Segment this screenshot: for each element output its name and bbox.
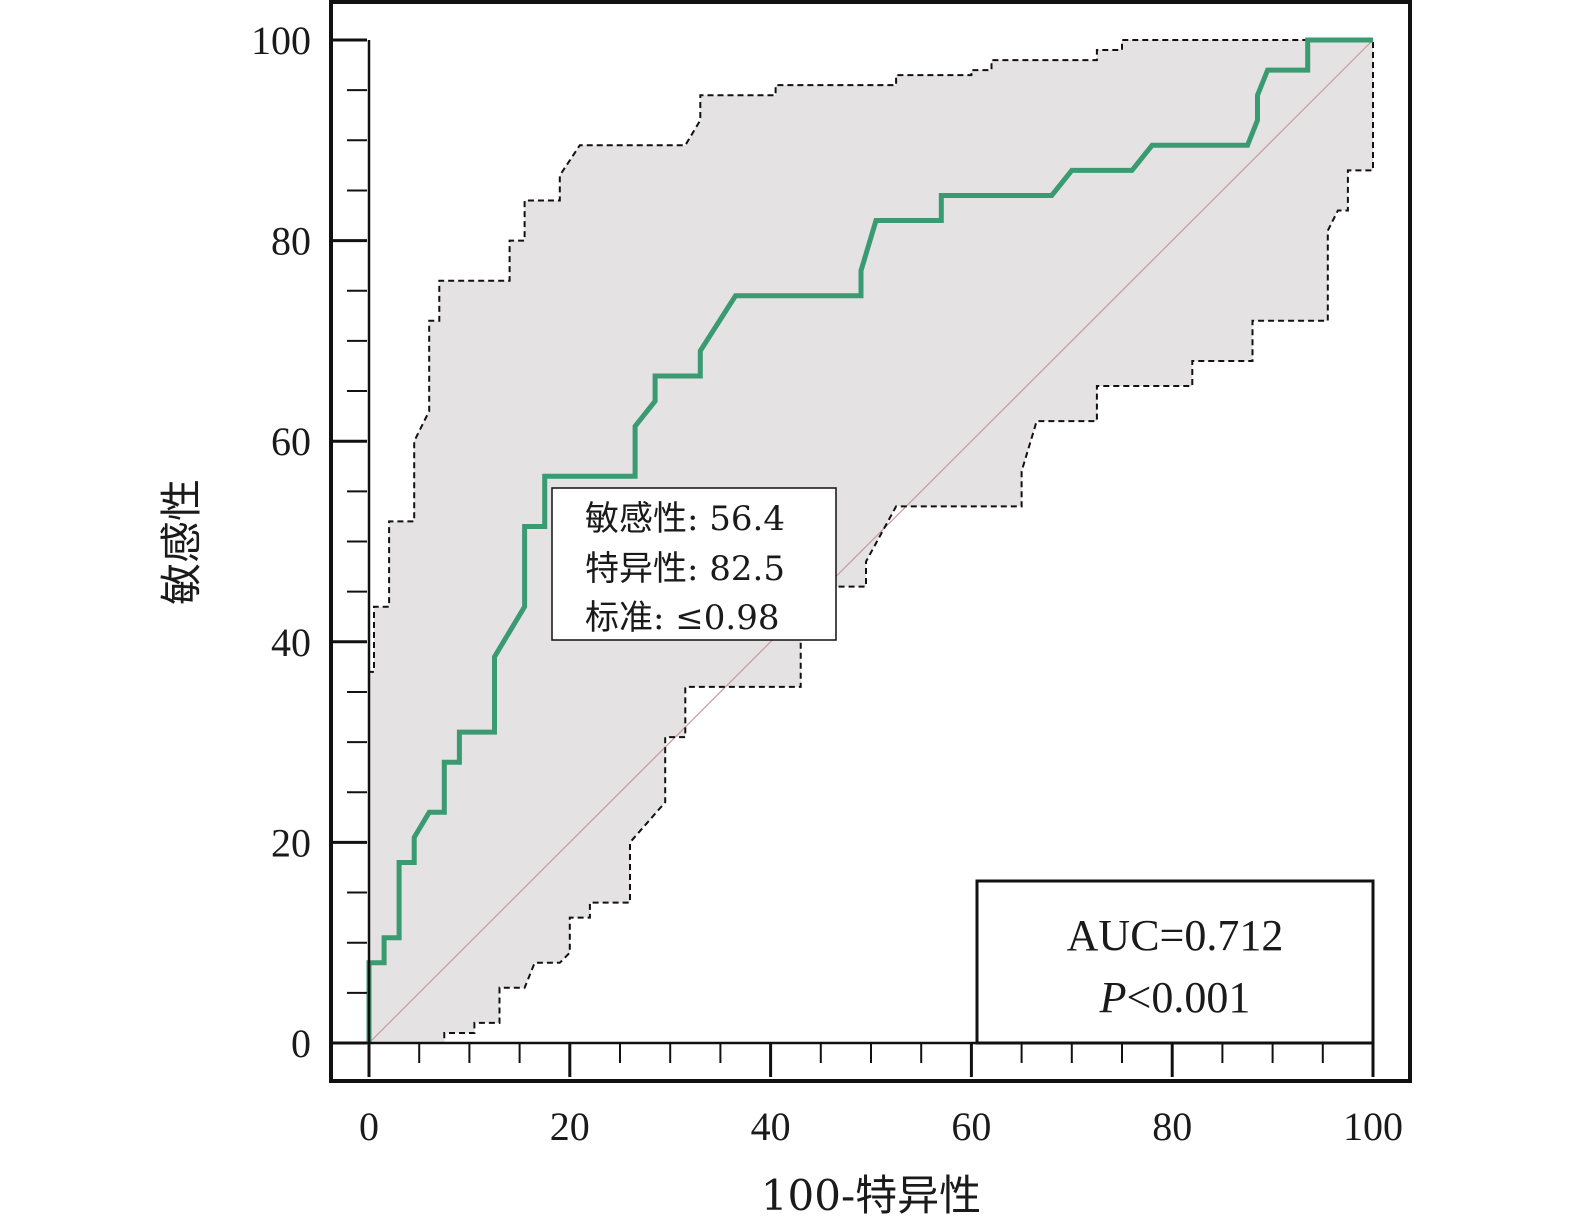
x-tick-label: 60 bbox=[951, 1104, 991, 1149]
roc-curve-line bbox=[366, 37, 1373, 1043]
stats-box-frame bbox=[975, 879, 1375, 1045]
y-tick-label: 80 bbox=[271, 219, 311, 264]
stats-box: AUC=0.712 P<0.001 bbox=[975, 879, 1375, 1045]
x-tick-label: 40 bbox=[751, 1104, 791, 1149]
x-tick-label: 20 bbox=[550, 1104, 590, 1149]
x-axis-title: 100-特异性 bbox=[761, 1171, 981, 1220]
y-tick-label: 40 bbox=[271, 620, 311, 665]
y-tick-label: 100 bbox=[251, 18, 311, 63]
y-axis-title: 敏感性 bbox=[157, 479, 206, 605]
y-tick-label: 0 bbox=[291, 1021, 311, 1066]
y-tick-label: 20 bbox=[271, 820, 311, 865]
cutoff-annotation: 敏感性: 56.4 特异性: 82.5 标准: ≤0.98 bbox=[551, 487, 837, 641]
tick-labels: 0 20 40 60 80 100 0 20 40 60 80 100 bbox=[251, 18, 1403, 1149]
annotation-sensitivity: 敏感性: 56.4 bbox=[585, 499, 785, 539]
p-symbol: P bbox=[1099, 973, 1127, 1022]
reference-line-layer bbox=[368, 39, 1374, 1044]
annotation-specificity: 特异性: 82.5 bbox=[585, 549, 785, 589]
p-value: P<0.001 bbox=[1099, 973, 1251, 1022]
confidence-bound-layer bbox=[368, 39, 1374, 1044]
cutoff-annotation-box bbox=[551, 487, 837, 641]
x-tick-label: 0 bbox=[359, 1104, 379, 1149]
x-tick-label: 80 bbox=[1152, 1104, 1192, 1149]
plot-frame bbox=[329, 0, 1412, 1083]
reference-diagonal-line bbox=[368, 39, 1374, 1044]
p-rest: <0.001 bbox=[1127, 973, 1251, 1022]
auc-value: AUC=0.712 bbox=[1067, 911, 1284, 960]
annotation-criterion: 标准: ≤0.98 bbox=[585, 598, 779, 638]
ci-lower-line bbox=[369, 40, 1374, 1044]
roc-curve-layer bbox=[366, 37, 1373, 1043]
ci-upper-line bbox=[368, 39, 1373, 1043]
y-tick-label: 60 bbox=[271, 419, 311, 464]
tick-marks bbox=[333, 38, 1375, 1077]
x-tick-label: 100 bbox=[1343, 1104, 1403, 1149]
